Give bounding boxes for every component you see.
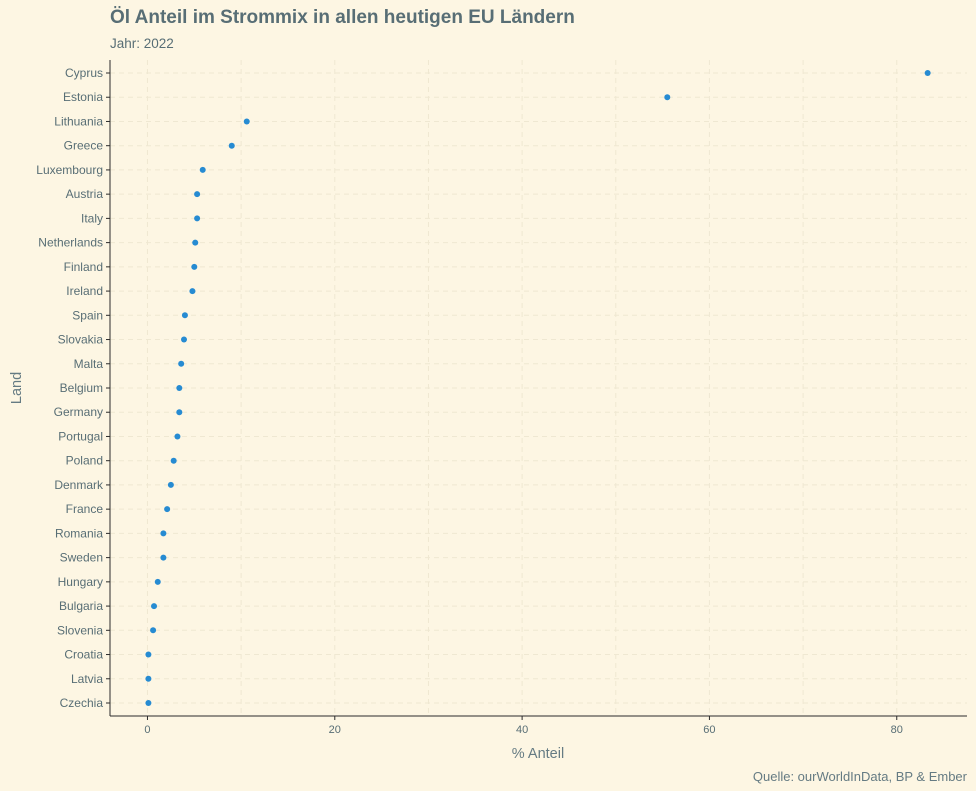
data-point [145,651,152,658]
data-point [145,675,152,682]
y-tick-label: Bulgaria [59,599,103,613]
data-point [199,166,206,173]
data-point [228,142,235,149]
data-point [160,554,167,561]
x-axis-label: % Anteil [512,746,564,762]
x-tick-label: 80 [891,724,903,736]
data-point [176,385,183,391]
data-point [145,700,152,706]
y-tick-label: Poland [66,454,103,468]
y-tick-label: Slovakia [58,333,104,347]
y-tick-label: France [66,502,104,516]
chart-subtitle: Jahr: 2022 [110,36,174,51]
y-tick-label: Italy [81,211,103,225]
data-points [145,70,931,706]
y-tick-label: Belgium [60,381,103,395]
y-tick-label: Romania [55,526,103,540]
y-tick-label: Malta [74,357,104,371]
data-point [924,70,931,76]
data-point [174,433,181,440]
data-point [160,530,167,537]
y-tick-label: Luxembourg [36,163,103,177]
y-tick-label: Czechia [60,696,104,710]
data-point [150,627,157,634]
y-tick-label: Spain [72,308,103,322]
y-tick-label: Hungary [58,575,103,589]
data-point [167,481,174,488]
y-tick-label: Sweden [60,551,103,565]
y-tick-label: Germany [54,405,103,419]
y-tick-label: Netherlands [38,236,103,250]
data-point [192,239,199,246]
y-tick-label: Denmark [54,478,104,492]
x-tick-label: 0 [144,724,150,736]
chart-title: Öl Anteil im Strommix in allen heutigen … [110,7,575,28]
y-tick-label: Austria [66,187,104,201]
y-tick-label: Latvia [71,672,103,686]
x-tick-label: 40 [516,724,528,736]
y-tick-label: Croatia [64,648,103,662]
data-point [151,603,158,610]
source-caption: Quelle: ourWorldInData, BP & Ember [753,769,968,784]
y-tick-label: Lithuania [54,114,103,128]
data-point [243,118,250,125]
axes: Cyprus Estonia Lithuania Greece Luxembourg Au… [36,60,967,736]
x-tick-label: 20 [329,724,341,736]
data-point [154,578,161,585]
data-point [194,191,201,198]
data-point [191,263,198,270]
y-tick-label: Cyprus [65,66,103,80]
y-tick-label: Portugal [58,429,103,443]
y-tick-label: Slovenia [57,623,103,637]
data-point [170,457,177,464]
y-tick-label: Estonia [63,90,103,104]
y-tick-label: Finland [64,260,103,274]
data-point [180,336,187,343]
data-point [181,312,188,319]
y-tick-label: Greece [64,139,104,153]
data-point [664,94,671,101]
data-point [164,506,171,513]
data-point [178,360,185,367]
grid [110,60,967,716]
y-tick-label: Ireland [66,284,103,298]
y-axis-label: Land [9,372,25,404]
data-point [189,288,196,295]
data-point [176,409,183,416]
x-tick-label: 60 [703,724,715,736]
data-point [194,215,201,222]
